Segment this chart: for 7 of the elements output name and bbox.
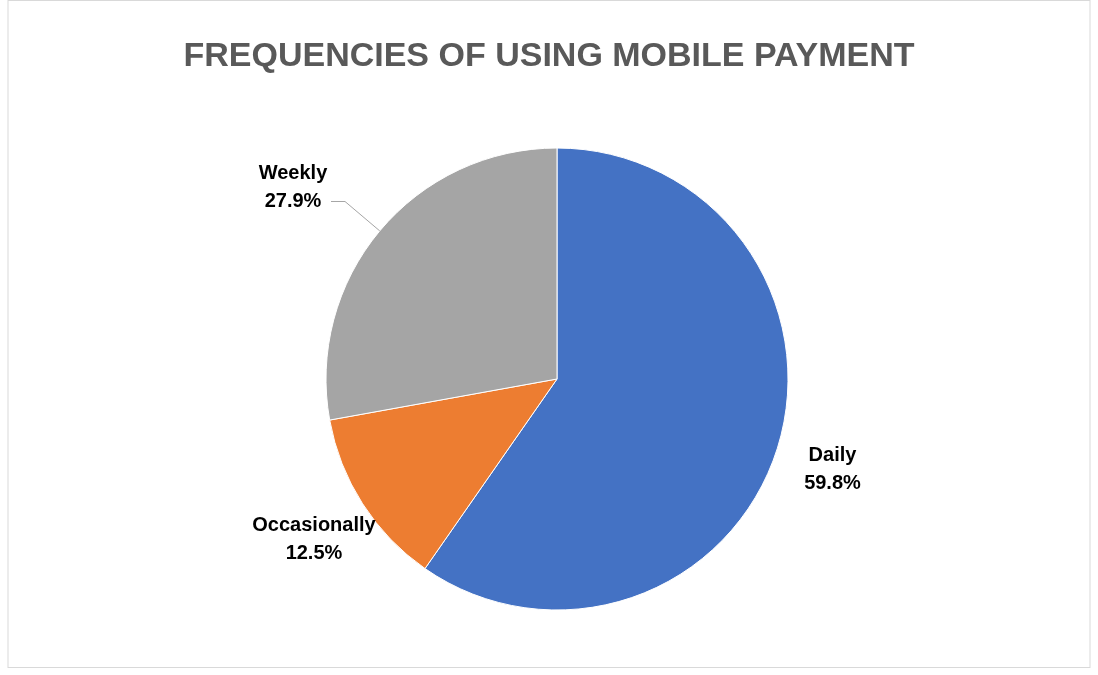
slice-label: Daily [808, 443, 858, 466]
slice-label: Occasionally [252, 512, 377, 535]
data-label: 59.8% [804, 471, 862, 494]
data-label: 27.9% [264, 189, 322, 212]
chart-title: FREQUENCIES OF USING MOBILE PAYMENT [183, 35, 915, 73]
slice-label: Weekly [258, 161, 329, 184]
data-label: 12.5% [285, 540, 343, 563]
